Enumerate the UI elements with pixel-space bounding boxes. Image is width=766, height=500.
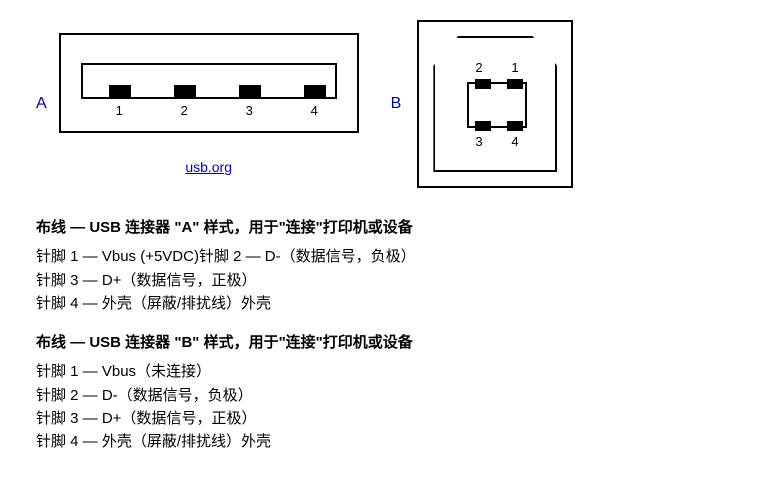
usb-org-link[interactable]: usb.org xyxy=(185,159,232,175)
label-a: A xyxy=(36,95,47,113)
connector-b-pin-botright xyxy=(507,121,523,131)
section-b-line-4: 针脚 4 — 外壳（屏蔽/排扰线）外壳 xyxy=(36,430,730,453)
section-a: 布线 — USB 连接器 "A" 样式，用于"连接"打印机或设备 针脚 1 — … xyxy=(36,216,730,315)
section-a-title: 布线 — USB 连接器 "A" 样式，用于"连接"打印机或设备 xyxy=(36,216,730,239)
connector-a-pinlabel-3: 3 xyxy=(246,103,253,118)
connector-b-center-block xyxy=(467,82,527,128)
label-b: B xyxy=(391,95,402,113)
section-a-line-3: 针脚 4 — 外壳（屏蔽/排扰线）外壳 xyxy=(36,292,730,315)
connector-b-pin-topright xyxy=(507,79,523,89)
connector-b-label-top-left: 2 xyxy=(475,60,482,75)
connector-a-outer: 1 2 3 4 xyxy=(59,33,359,133)
connector-a-pin-2 xyxy=(174,85,196,97)
connector-a-pin-4 xyxy=(304,85,326,97)
section-b-line-2: 针脚 2 — D-（数据信号，负极） xyxy=(36,384,730,407)
connector-b-outer: 2 1 3 4 xyxy=(417,20,573,188)
connector-a-pin-3 xyxy=(239,85,261,97)
connector-b-label-bot-left: 3 xyxy=(475,134,482,149)
section-b-lines: 针脚 1 — Vbus（未连接） 针脚 2 — D-（数据信号，负极） 针脚 3… xyxy=(36,360,730,453)
section-a-lines: 针脚 1 — Vbus (+5VDC)针脚 2 — D-（数据信号，负极） 针脚… xyxy=(36,245,730,315)
connector-a-pinlabel-4: 4 xyxy=(311,103,318,118)
connector-b-pin-botleft xyxy=(475,121,491,131)
section-a-line-2: 针脚 3 — D+（数据信号，正极） xyxy=(36,269,730,292)
section-b-line-1: 针脚 1 — Vbus（未连接） xyxy=(36,360,730,383)
connector-b-pin-topleft xyxy=(475,79,491,89)
section-a-line-1: 针脚 1 — Vbus (+5VDC)针脚 2 — D-（数据信号，负极） xyxy=(36,245,730,268)
diagram-row: A 1 2 3 4 usb.org B 2 1 3 xyxy=(36,20,730,188)
section-b: 布线 — USB 连接器 "B" 样式，用于"连接"打印机或设备 针脚 1 — … xyxy=(36,331,730,453)
connector-a-pinlabel-2: 2 xyxy=(181,103,188,118)
section-b-line-3: 针脚 3 — D+（数据信号，正极） xyxy=(36,407,730,430)
connector-a-pinlabel-1: 1 xyxy=(116,103,123,118)
section-b-title: 布线 — USB 连接器 "B" 样式，用于"连接"打印机或设备 xyxy=(36,331,730,354)
connector-b-label-top-right: 1 xyxy=(511,60,518,75)
connector-a-slot xyxy=(81,63,337,99)
connector-b-label-bot-right: 4 xyxy=(511,134,518,149)
connector-a-wrap: 1 2 3 4 usb.org xyxy=(59,33,359,175)
connector-a-pin-1 xyxy=(109,85,131,97)
